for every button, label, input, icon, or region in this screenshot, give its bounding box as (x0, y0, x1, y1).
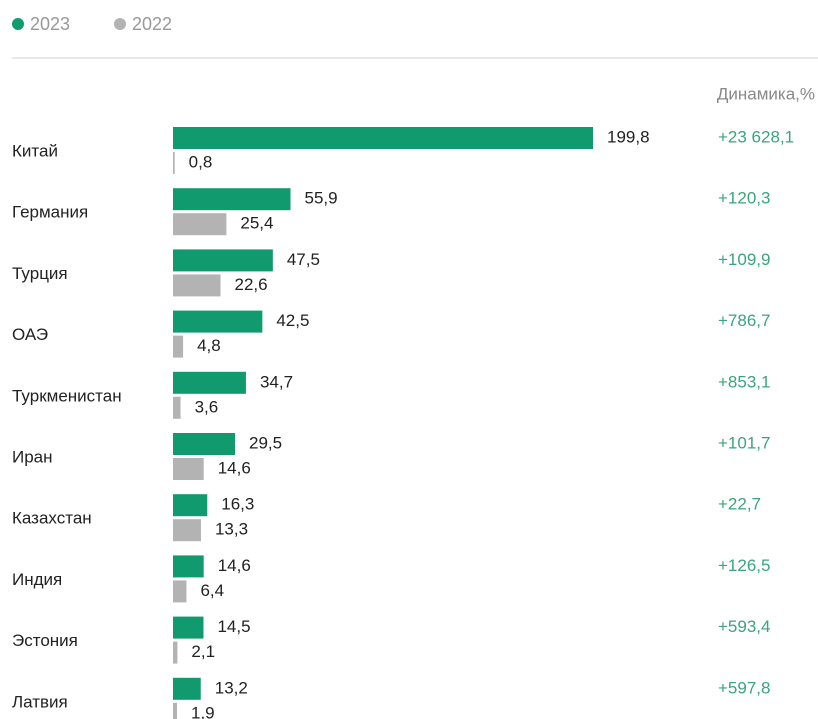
bar (173, 152, 175, 174)
value-label: 0,8 (189, 152, 213, 171)
bar (173, 458, 204, 480)
dynamics-value: +22,7 (718, 495, 761, 514)
value-label: 199,8 (607, 127, 650, 146)
bar (173, 310, 263, 333)
bar (173, 494, 208, 517)
category-label: Латвия (12, 692, 68, 711)
bar (173, 555, 204, 578)
value-label: 47,5 (287, 250, 320, 269)
category-label: Казахстан (12, 509, 92, 528)
bar (173, 249, 273, 272)
category-label: Турция (12, 264, 68, 283)
category-label: Иран (12, 447, 53, 466)
value-label: 29,5 (249, 433, 282, 452)
value-label: 34,7 (260, 372, 293, 391)
bar (173, 396, 181, 419)
bar (173, 616, 204, 639)
legend-label: 2023 (30, 14, 70, 34)
dynamics-header: Динамика,% (717, 84, 815, 103)
category-label: Индия (12, 570, 62, 589)
category-label: Китай (12, 141, 58, 160)
value-label: 4,8 (197, 336, 221, 355)
category-label: Германия (12, 203, 88, 222)
bar (173, 213, 227, 236)
value-label: 22,6 (235, 275, 268, 294)
value-label: 13,2 (215, 678, 248, 697)
value-label: 25,4 (240, 214, 273, 233)
legend-marker (114, 18, 126, 30)
dynamics-value: +109,9 (718, 250, 770, 269)
category-label: Туркменистан (12, 386, 122, 405)
value-label: 1,9 (191, 703, 215, 719)
bar (173, 641, 178, 664)
legend-marker (12, 18, 24, 30)
dynamics-value: +120,3 (718, 189, 770, 208)
dynamics-value: +593,4 (718, 617, 770, 636)
value-label: 3,6 (195, 397, 219, 416)
bar (173, 335, 184, 358)
value-label: 13,3 (215, 520, 248, 539)
bar (173, 127, 593, 149)
dynamics-value: +786,7 (718, 311, 770, 330)
bar (173, 580, 187, 603)
legend-label: 2022 (132, 14, 172, 34)
value-label: 14,6 (218, 458, 251, 477)
bar (173, 433, 236, 455)
dynamics-value: +126,5 (718, 556, 770, 575)
value-label: 42,5 (276, 311, 309, 330)
bar (173, 702, 177, 719)
dynamics-value: +597,8 (718, 678, 770, 697)
value-label: 2,1 (191, 642, 215, 661)
value-label: 6,4 (200, 581, 224, 600)
bar (173, 677, 201, 700)
bar (173, 519, 201, 542)
category-label: ОАЭ (12, 325, 48, 344)
value-label: 14,5 (217, 617, 250, 636)
value-label: 14,6 (218, 556, 251, 575)
bar (173, 188, 291, 211)
bar (173, 274, 221, 297)
value-label: 55,9 (305, 189, 338, 208)
value-label: 16,3 (221, 495, 254, 514)
bar (173, 371, 246, 394)
dynamics-value: +853,1 (718, 372, 770, 391)
category-label: Эстония (12, 631, 78, 650)
dynamics-value: +23 628,1 (718, 127, 794, 146)
dynamics-value: +101,7 (718, 433, 770, 452)
